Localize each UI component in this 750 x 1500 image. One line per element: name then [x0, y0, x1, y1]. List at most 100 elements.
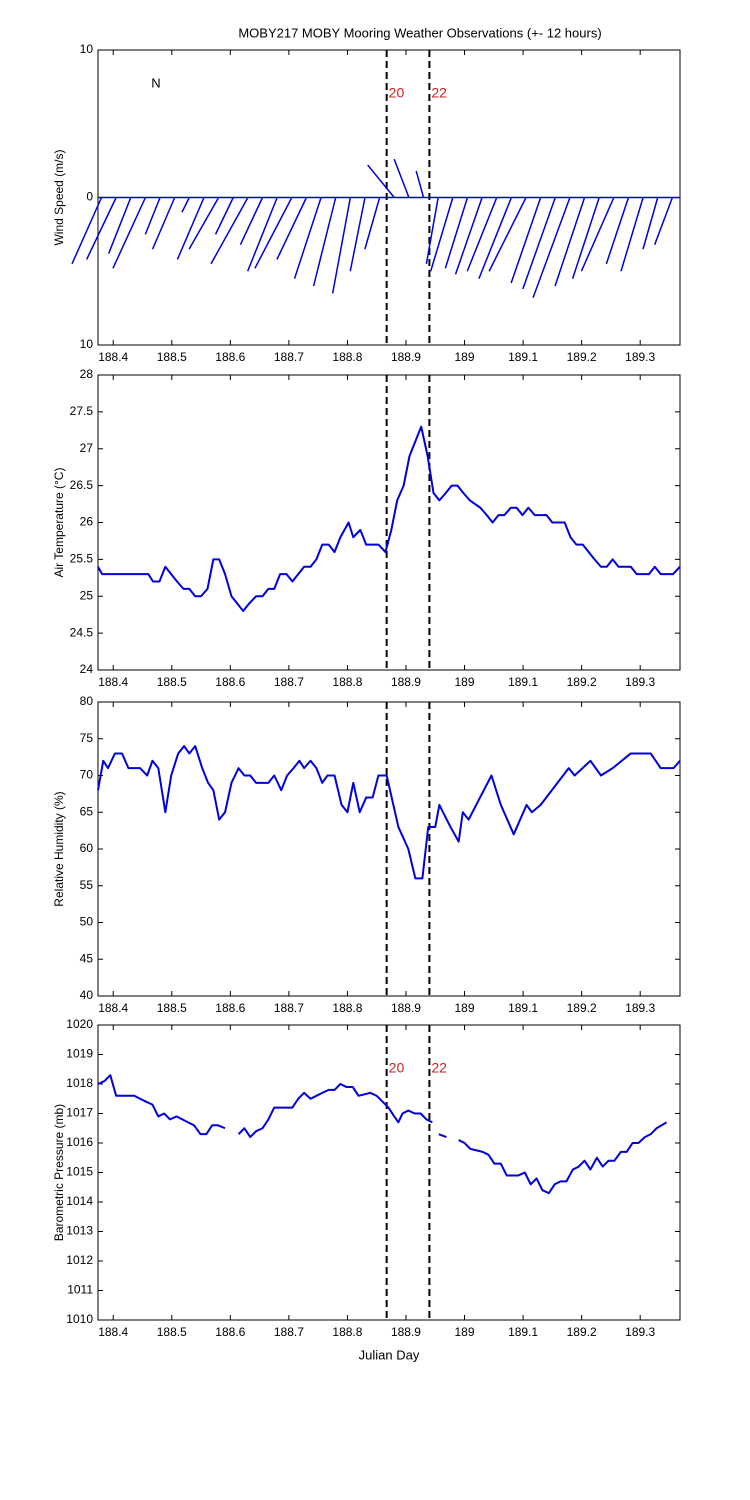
wind-stick: [554, 197, 586, 287]
x-tick-label: 189: [455, 1001, 475, 1015]
wind-stick: [653, 197, 674, 245]
x-tick-label: 189.2: [567, 675, 597, 689]
data-line: [458, 1121, 668, 1195]
y-axis-label: Air Temperature (°C): [52, 468, 66, 578]
x-tick-label: 188.4: [98, 350, 128, 364]
x-tick-label: 189.3: [625, 675, 655, 689]
x-tick-label: 189.2: [567, 1325, 597, 1339]
x-tick-label: 188.9: [391, 675, 421, 689]
x-tick-label: 189.3: [625, 350, 655, 364]
wind-stick: [364, 197, 381, 250]
x-tick-label: 188.6: [215, 350, 245, 364]
wind-stick: [425, 197, 439, 265]
x-tick-label: 188.8: [332, 1325, 362, 1339]
y-tick-label: 27: [80, 441, 94, 455]
wind-stick: [312, 197, 337, 287]
x-tick-label: 188.7: [274, 1325, 304, 1339]
x-axis-label: Julian Day: [359, 1347, 420, 1362]
y-tick-label: 27.5: [70, 404, 94, 418]
wind-stick: [210, 197, 249, 265]
x-tick-label: 188.4: [98, 675, 128, 689]
x-tick-label: 189.3: [625, 1325, 655, 1339]
panel: 40 45 50 55 60 65 70 75 80 188.4 188.5 188.6 188.7 18…: [52, 694, 681, 1015]
wind-stick: [239, 197, 264, 246]
x-tick-label: 189.1: [508, 1001, 538, 1015]
x-tick-label: 189.1: [508, 350, 538, 364]
y-tick-label: 65: [80, 804, 94, 818]
x-tick-label: 189.1: [508, 1325, 538, 1339]
wind-stick: [620, 197, 644, 272]
wind-stick: [246, 197, 278, 272]
y-tick-label: 55: [80, 878, 94, 892]
y-tick-label: 0: [86, 190, 93, 204]
wind-stick: [331, 197, 352, 294]
event-label: 20: [389, 85, 405, 101]
y-tick-label: 1014: [66, 1194, 93, 1208]
wind-stick: [580, 197, 615, 272]
x-tick-label: 188.4: [98, 1001, 128, 1015]
data-line: [97, 745, 681, 880]
y-tick-label: 1011: [67, 1283, 93, 1297]
event-label: 22: [431, 1060, 447, 1076]
y-tick-label: 24: [80, 662, 94, 676]
x-tick-label: 189: [455, 1325, 475, 1339]
panel: 24 24.5 25 25.5 26 26.5 27 27.5 28 188.4 188.5 188.…: [52, 367, 681, 689]
y-tick-label: 26.5: [70, 478, 94, 492]
wind-stick: [454, 197, 483, 275]
y-tick-label: 10: [80, 42, 94, 56]
y-tick-label: 45: [80, 951, 94, 965]
x-tick-label: 188.9: [391, 1325, 421, 1339]
data-line: [97, 1074, 226, 1136]
wind-stick: [349, 197, 366, 272]
y-axis-label: Wind Speed (m/s): [52, 149, 66, 245]
wind-stick: [466, 197, 498, 272]
plot-area: [97, 1024, 681, 1321]
y-tick-label: 1017: [66, 1106, 93, 1120]
y-tick-label: 10: [80, 337, 94, 351]
y-tick-label: 25.5: [70, 552, 94, 566]
y-tick-label: 1020: [66, 1017, 93, 1031]
wind-stick: [571, 197, 600, 279]
x-tick-label: 189.3: [625, 1001, 655, 1015]
wind-stick: [214, 197, 234, 235]
y-tick-label: 50: [80, 915, 94, 929]
wind-stick: [429, 197, 454, 272]
y-tick-label: 1018: [66, 1076, 93, 1090]
wind-stick: [415, 170, 425, 198]
event-label: 22: [431, 85, 447, 101]
y-tick-label: 75: [80, 731, 94, 745]
y-tick-label: 28: [80, 367, 94, 381]
x-tick-label: 188.5: [157, 675, 187, 689]
y-tick-label: 26: [80, 515, 94, 529]
wind-stick: [254, 197, 293, 269]
x-tick-label: 188.8: [332, 350, 362, 364]
wind-stick: [276, 197, 308, 260]
wind-stick: [85, 197, 117, 260]
x-tick-label: 188.7: [274, 675, 304, 689]
y-tick-label: 1019: [66, 1047, 93, 1061]
data-line: [237, 1083, 433, 1139]
x-tick-label: 188.7: [274, 1001, 304, 1015]
x-tick-label: 188.4: [98, 1325, 128, 1339]
wind-stick: [532, 197, 571, 299]
x-tick-label: 188.7: [274, 350, 304, 364]
wind-stick: [510, 197, 542, 284]
y-tick-label: 60: [80, 841, 94, 855]
y-tick-label: 1015: [66, 1165, 93, 1179]
y-tick-label: 1012: [66, 1253, 93, 1267]
x-tick-label: 188.6: [215, 1001, 245, 1015]
chart-title: MOBY217 MOBY Mooring Weather Observation…: [238, 25, 601, 40]
wind-stick: [71, 197, 103, 265]
panel: 1010 1011 1012 1013 1014 1015 1016 1017 1018 1019…: [52, 1017, 681, 1362]
x-tick-label: 188.5: [157, 350, 187, 364]
y-tick-label: 1010: [66, 1312, 93, 1326]
x-tick-label: 188.5: [157, 1325, 187, 1339]
y-tick-label: 25: [80, 588, 94, 602]
x-tick-label: 189.2: [567, 1001, 597, 1015]
x-tick-label: 188.6: [215, 675, 245, 689]
wind-stick: [107, 197, 132, 254]
event-label: 20: [389, 1060, 405, 1076]
x-tick-label: 189.1: [508, 675, 538, 689]
x-tick-label: 188.6: [215, 1325, 245, 1339]
